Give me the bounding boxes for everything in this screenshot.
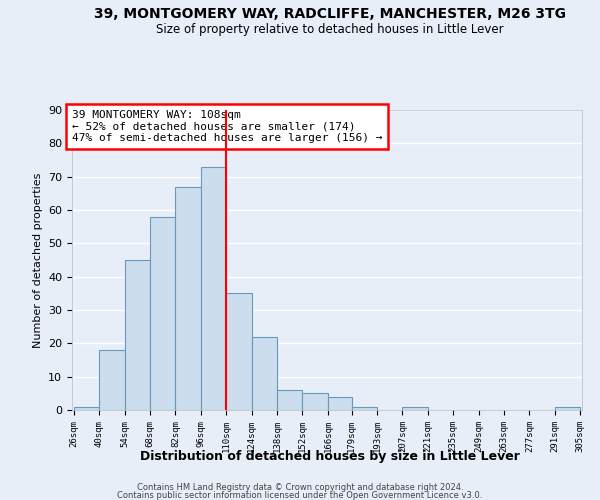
Text: 39 MONTGOMERY WAY: 108sqm
← 52% of detached houses are smaller (174)
47% of semi: 39 MONTGOMERY WAY: 108sqm ← 52% of detac… (72, 110, 383, 143)
Bar (251, 336, 277, 410)
Bar (175, 186, 201, 410)
Bar (74, 406, 99, 410)
Text: Distribution of detached houses by size in Little Lever: Distribution of detached houses by size … (140, 450, 520, 463)
Bar (328, 396, 352, 410)
Bar (302, 394, 328, 410)
Text: Contains HM Land Registry data © Crown copyright and database right 2024.: Contains HM Land Registry data © Crown c… (137, 482, 463, 492)
Bar (277, 390, 302, 410)
Bar (403, 406, 428, 410)
Bar (99, 350, 125, 410)
Bar (150, 216, 175, 410)
Bar (125, 260, 150, 410)
Bar (226, 294, 251, 410)
Text: 39, MONTGOMERY WAY, RADCLIFFE, MANCHESTER, M26 3TG: 39, MONTGOMERY WAY, RADCLIFFE, MANCHESTE… (94, 8, 566, 22)
Text: Size of property relative to detached houses in Little Lever: Size of property relative to detached ho… (156, 22, 504, 36)
Y-axis label: Number of detached properties: Number of detached properties (32, 172, 43, 348)
Bar (352, 406, 377, 410)
Bar (201, 166, 226, 410)
Text: Contains public sector information licensed under the Open Government Licence v3: Contains public sector information licen… (118, 491, 482, 500)
Bar (555, 406, 580, 410)
